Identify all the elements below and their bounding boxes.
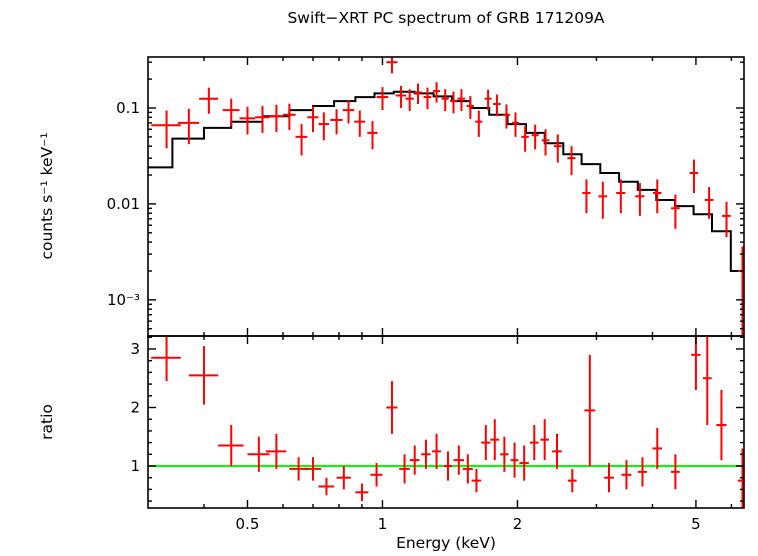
- ratio-y-axis-label: ratio: [38, 404, 56, 440]
- x-tick-label: 2: [513, 515, 523, 533]
- model-step-line: [148, 90, 744, 272]
- x-axis-label: Energy (keV): [396, 534, 496, 552]
- spectrum-y-tick-label: 0.1: [116, 99, 140, 117]
- ratio-y-tick-label: 3: [130, 340, 140, 358]
- x-tick-label: 0.5: [236, 515, 260, 533]
- spectrum-y-tick-label: 0.01: [107, 195, 140, 213]
- x-tick-label: 1: [378, 515, 388, 533]
- spectrum-y-tick-label: 10⁻³: [107, 291, 140, 309]
- chart-title: Swift−XRT PC spectrum of GRB 171209A: [287, 9, 604, 27]
- ratio-y-tick-label: 1: [130, 457, 140, 475]
- spectrum-data-layer: [148, 57, 744, 336]
- x-tick-label: 5: [691, 515, 701, 533]
- ratio-frame: [147, 335, 745, 509]
- ratio-y-tick-label: 2: [130, 398, 140, 416]
- spectrum-y-axis-label: counts s⁻¹ keV⁻¹: [38, 132, 56, 259]
- ratio-data-layer: [148, 336, 744, 508]
